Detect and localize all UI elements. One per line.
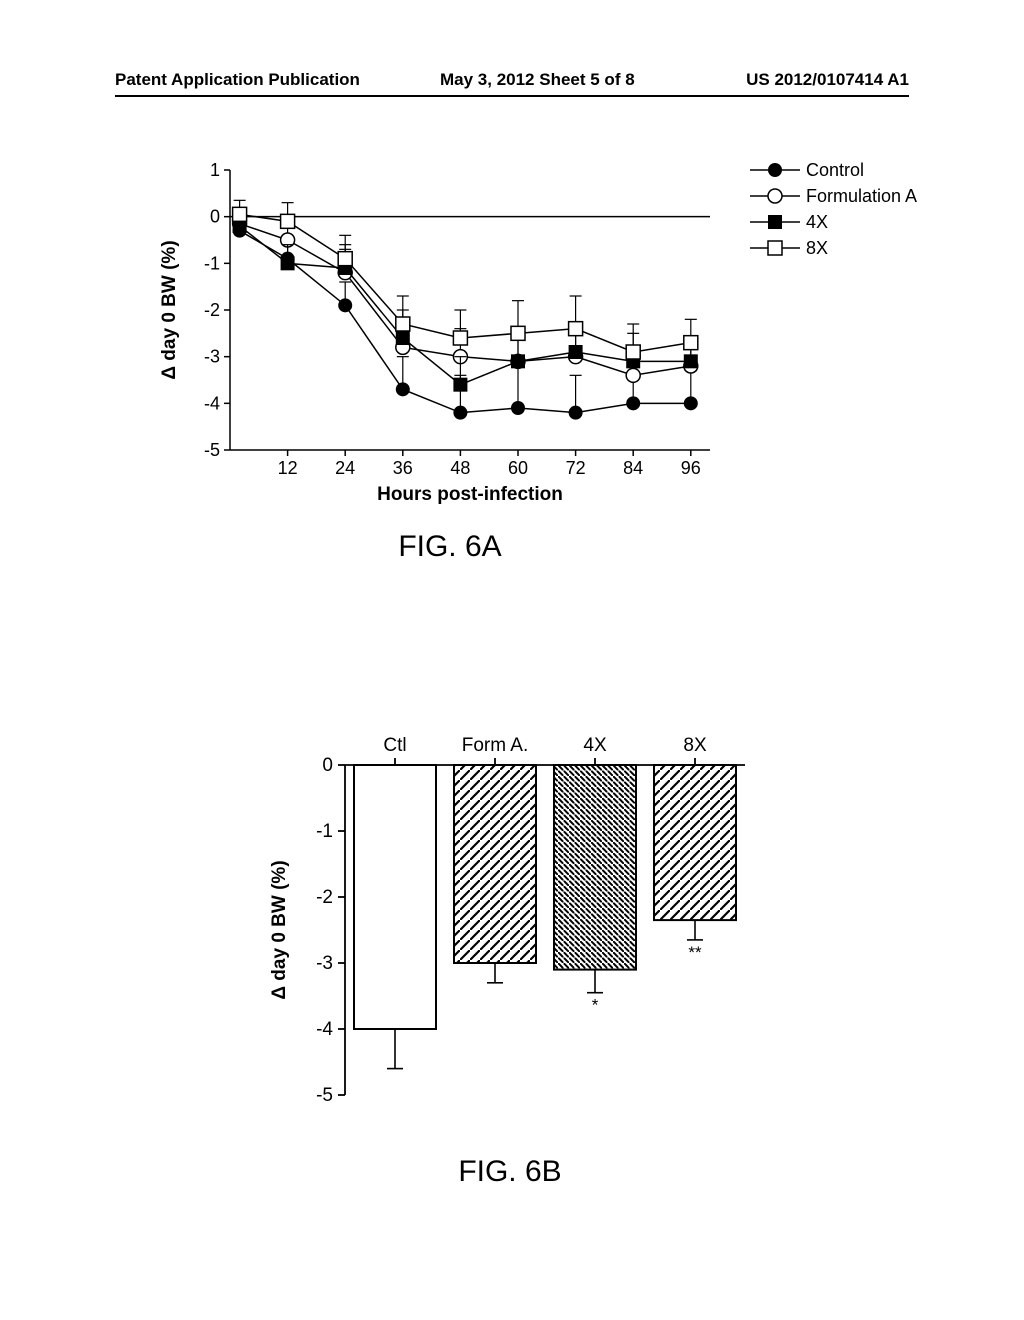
svg-text:-3: -3: [316, 953, 333, 974]
svg-text:-5: -5: [204, 440, 220, 460]
svg-text:0: 0: [210, 207, 220, 227]
figure-6a-label: FIG. 6A: [350, 530, 550, 564]
svg-text:8X: 8X: [806, 238, 828, 258]
svg-text:48: 48: [450, 458, 470, 478]
svg-text:Formulation A: Formulation A: [806, 186, 917, 206]
svg-text:1: 1: [210, 160, 220, 180]
svg-text:-4: -4: [204, 393, 220, 413]
publication-date-sheet: May 3, 2012 Sheet 5 of 8: [440, 70, 635, 90]
svg-text:36: 36: [393, 458, 413, 478]
publication-label: Patent Application Publication: [115, 70, 360, 90]
svg-text:**: **: [688, 943, 702, 962]
svg-text:72: 72: [566, 458, 586, 478]
figure-6a-chart: -5 -4 -3 -2 -1 0 1 Δ day 0 BW (%) 12 24 36 48 60 72 84…: [140, 150, 890, 520]
figure-6b-label: FIG. 6B: [410, 1155, 610, 1189]
svg-text:Δ day 0 BW (%): Δ day 0 BW (%): [159, 240, 180, 379]
svg-text:-2: -2: [204, 300, 220, 320]
svg-text:-1: -1: [204, 253, 220, 273]
svg-text:60: 60: [508, 458, 528, 478]
svg-text:Δ day 0 BW (%): Δ day 0 BW (%): [269, 860, 290, 999]
page: Patent Application Publication May 3, 20…: [0, 0, 1024, 1320]
publication-number: US 2012/0107414 A1: [746, 70, 909, 90]
svg-text:Hours post-infection: Hours post-infection: [377, 484, 563, 505]
svg-text:-5: -5: [316, 1085, 333, 1106]
svg-text:-2: -2: [316, 887, 333, 908]
svg-text:Form A.: Form A.: [462, 735, 529, 756]
svg-text:0: 0: [322, 755, 333, 776]
svg-text:12: 12: [278, 458, 298, 478]
svg-text:-3: -3: [204, 347, 220, 367]
svg-text:-1: -1: [316, 821, 333, 842]
svg-text:8X: 8X: [683, 735, 707, 756]
svg-text:24: 24: [335, 458, 355, 478]
svg-text:4X: 4X: [583, 735, 607, 756]
svg-text:96: 96: [681, 458, 701, 478]
header-rule: [115, 95, 909, 97]
svg-text:Control: Control: [806, 160, 864, 180]
svg-text:84: 84: [623, 458, 643, 478]
svg-text:-4: -4: [316, 1019, 333, 1040]
svg-text:*: *: [592, 996, 599, 1015]
svg-text:4X: 4X: [806, 212, 828, 232]
svg-text:Ctl: Ctl: [383, 735, 406, 756]
figure-6b-chart: -5 -4 -3 -2 -1 0 Δ day 0 BW (%) Ctl Form A. * 4X **…: [250, 710, 780, 1140]
